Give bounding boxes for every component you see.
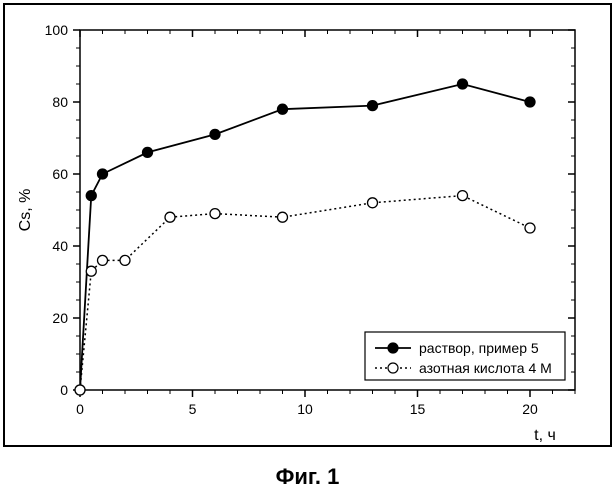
series-marker-0	[98, 169, 108, 179]
xtick-label: 0	[76, 401, 84, 417]
series-marker-1	[458, 191, 468, 201]
series-marker-0	[458, 79, 468, 89]
legend-label-0: раствор, пример 5	[419, 340, 539, 356]
series-marker-1	[165, 212, 175, 222]
series-marker-1	[86, 266, 96, 276]
figure-caption: Фиг. 1	[0, 464, 615, 490]
ytick-label: 100	[45, 22, 69, 38]
series-marker-1	[120, 255, 130, 265]
series-marker-1	[98, 255, 108, 265]
series-marker-1	[368, 198, 378, 208]
chart-plot: 0 5 10 15 20 0 20 40 60 80 100 t, ч Cs, % раствор, пр…	[0, 0, 615, 450]
ytick-label: 40	[52, 238, 68, 254]
legend-marker-0	[388, 343, 398, 353]
series-marker-1	[278, 212, 288, 222]
ytick-label: 60	[52, 166, 68, 182]
ytick-label: 80	[52, 94, 68, 110]
figure: 0 5 10 15 20 0 20 40 60 80 100 t, ч Cs, % раствор, пр…	[0, 0, 615, 500]
xtick-label: 15	[410, 401, 426, 417]
legend-marker-1	[388, 363, 398, 373]
ytick-label: 0	[60, 382, 68, 398]
series-marker-0	[278, 104, 288, 114]
series-marker-0	[86, 191, 96, 201]
series-marker-1	[210, 209, 220, 219]
series-marker-0	[210, 129, 220, 139]
ytick-label: 20	[52, 310, 68, 326]
xtick-label: 10	[297, 401, 313, 417]
series-marker-1	[75, 385, 85, 395]
xlabel: t, ч	[534, 427, 556, 444]
ylabel: Cs, %	[17, 189, 34, 232]
legend-label-1: азотная кислота 4 М	[419, 360, 552, 376]
series-marker-0	[525, 97, 535, 107]
series-marker-0	[368, 101, 378, 111]
xtick-label: 5	[189, 401, 197, 417]
series-marker-1	[525, 223, 535, 233]
xtick-label: 20	[522, 401, 538, 417]
series-marker-0	[143, 147, 153, 157]
